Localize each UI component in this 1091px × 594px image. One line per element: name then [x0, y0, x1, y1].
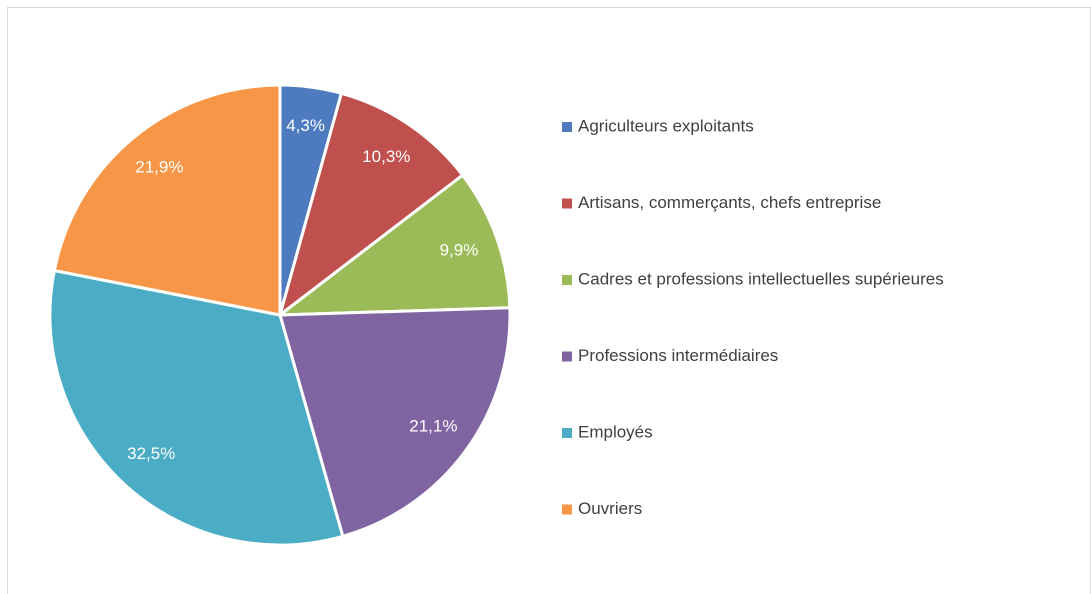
- data-label: 4,3%: [286, 116, 325, 135]
- pie-slice: [278, 306, 512, 539]
- pie-slice: [275, 173, 512, 317]
- legend-swatch: [562, 198, 572, 209]
- pie-slice: [277, 91, 465, 319]
- data-label: 21,9%: [135, 158, 183, 177]
- legend-swatch: [562, 428, 572, 438]
- data-label: 32,5%: [127, 444, 175, 463]
- legend-label: Cadres et professions intellectuelles su…: [578, 269, 944, 288]
- legend-label: Professions intermédiaires: [578, 346, 778, 365]
- legend-swatch: [562, 504, 572, 515]
- legend-swatch: [562, 275, 572, 285]
- legend-label: Agriculteurs exploitants: [578, 116, 754, 135]
- data-label: 9,9%: [440, 241, 479, 260]
- legend-swatch: [562, 351, 572, 362]
- pie-slice: [48, 268, 345, 547]
- pie-slice: [52, 83, 282, 317]
- legend-label: Ouvriers: [578, 499, 642, 518]
- legend-label: Employés: [578, 422, 653, 441]
- legend-label: Artisans, commerçants, chefs entreprise: [578, 193, 881, 212]
- data-label: 10,3%: [362, 147, 410, 166]
- data-label: 21,1%: [409, 417, 457, 436]
- legend-swatch: [562, 122, 572, 132]
